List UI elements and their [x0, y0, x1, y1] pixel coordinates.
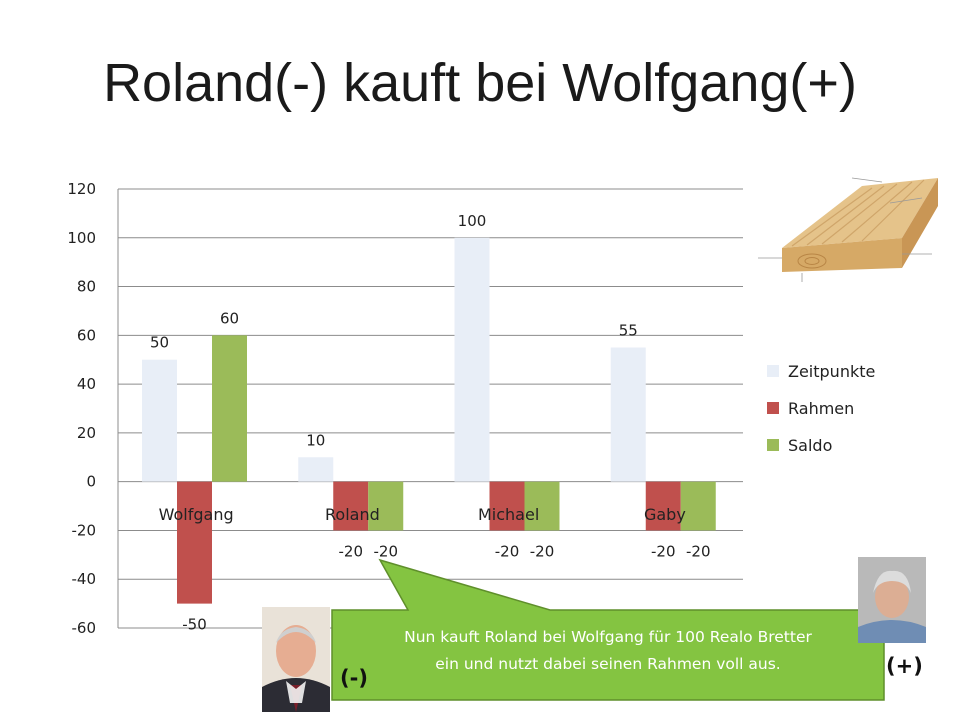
data-label: -50 — [182, 616, 207, 634]
seller-role-label: (+) — [886, 654, 923, 678]
y-tick-label: -60 — [72, 619, 97, 637]
roland-photo — [262, 607, 330, 712]
data-label: -20 — [686, 542, 711, 560]
category-label: Wolfgang — [159, 505, 234, 524]
y-tick-label: 80 — [77, 278, 96, 296]
category-label: Roland — [325, 505, 380, 524]
y-tick-label: -40 — [72, 570, 97, 588]
bar-saldo-michael — [524, 481, 560, 531]
category-label: Gaby — [644, 505, 686, 524]
legend-swatch-rahmen — [767, 402, 779, 414]
legend-label-rahmen: Rahmen — [788, 399, 854, 418]
bar-zeitpunkte-michael — [454, 237, 490, 482]
bar-rahmen-wolfgang — [177, 481, 212, 604]
legend-label-zeitpunkte: Zeitpunkte — [788, 362, 875, 381]
callout-text: Nun kauft Roland bei Wolfgang für 100 Re… — [334, 624, 882, 678]
bar-zeitpunkte-gaby — [610, 347, 646, 482]
y-tick-label: 100 — [67, 229, 96, 247]
buyer-role-label: (-) — [340, 666, 368, 690]
category-label: Michael — [478, 505, 539, 524]
bar-zeitpunkte-wolfgang — [142, 359, 177, 482]
y-axis: -60 -40 -20 0 20 40 60 80 100 120 — [67, 180, 119, 637]
bar-rahmen-gaby — [645, 481, 681, 531]
callout-line-1: Nun kauft Roland bei Wolfgang für 100 Re… — [404, 628, 812, 646]
y-tick-label: 20 — [77, 424, 96, 442]
slide-title: Roland(-) kauft bei Wolfgang(+) — [103, 53, 857, 113]
y-tick-label: -20 — [72, 521, 97, 539]
legend: Zeitpunkte Rahmen Saldo — [767, 362, 875, 455]
y-tick-label: 40 — [77, 375, 96, 393]
data-label: 60 — [220, 309, 239, 327]
data-label: -20 — [651, 542, 676, 560]
bar-saldo-roland — [368, 481, 404, 531]
bar-rahmen-michael — [489, 481, 525, 531]
wood-plank-image — [752, 168, 942, 286]
data-label: -20 — [339, 542, 364, 560]
legend-swatch-saldo — [767, 439, 779, 451]
data-label: 55 — [619, 322, 638, 340]
data-label: -20 — [530, 542, 555, 560]
category-labels: Wolfgang Roland Michael Gaby — [159, 505, 686, 524]
callout-line-2: ein und nutzt dabei seinen Rahmen voll a… — [435, 655, 781, 673]
bars — [142, 237, 716, 604]
data-label: 10 — [306, 431, 325, 449]
bar-saldo-gaby — [680, 481, 716, 531]
data-labels: 50 10 100 55 -50 -20 -20 -20 60 -20 -20 -20 — [150, 212, 711, 634]
y-tick-label: 0 — [86, 473, 96, 491]
bar-saldo-wolfgang — [212, 335, 247, 482]
data-label: 100 — [458, 212, 487, 230]
legend-label-saldo: Saldo — [788, 436, 832, 455]
data-label: -20 — [495, 542, 520, 560]
data-label: 50 — [150, 334, 169, 352]
bar-rahmen-roland — [333, 481, 369, 531]
wolfgang-photo — [858, 557, 926, 643]
legend-swatch-zeitpunkte — [767, 365, 779, 377]
y-tick-label: 120 — [67, 180, 96, 198]
bar-zeitpunkte-roland — [298, 457, 334, 482]
y-tick-label: 60 — [77, 326, 96, 344]
data-label: -20 — [374, 542, 399, 560]
